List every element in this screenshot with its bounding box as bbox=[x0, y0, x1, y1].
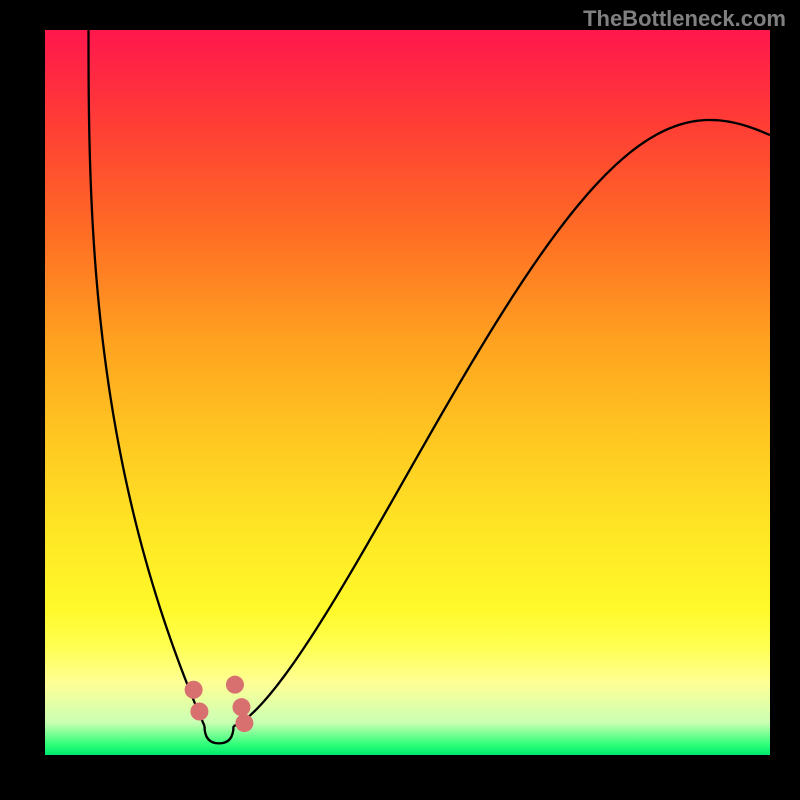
data-point bbox=[235, 714, 253, 732]
data-point bbox=[232, 698, 250, 716]
data-point bbox=[185, 681, 203, 699]
chart-container: TheBottleneck.com bbox=[0, 0, 800, 800]
attribution-text: TheBottleneck.com bbox=[583, 6, 786, 32]
data-point bbox=[226, 676, 244, 694]
data-point bbox=[190, 703, 208, 721]
plot-area bbox=[45, 30, 770, 755]
gradient-background bbox=[45, 30, 770, 755]
